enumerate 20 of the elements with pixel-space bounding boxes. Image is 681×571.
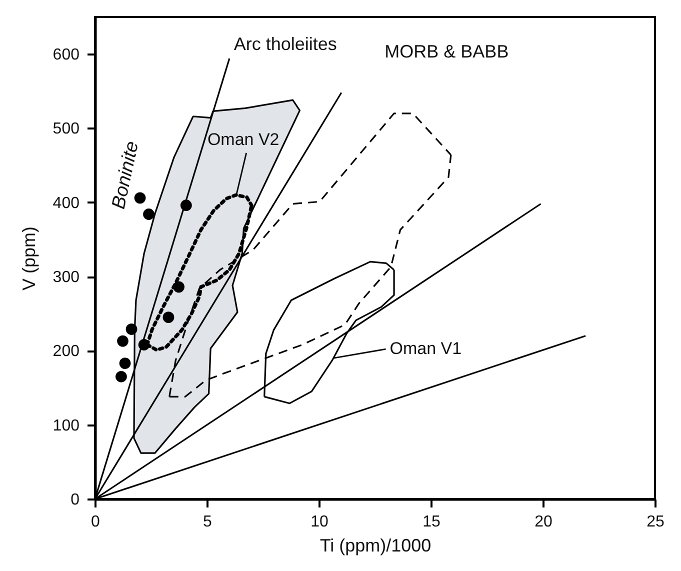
x-tick-label: 20: [534, 514, 552, 530]
y-tick-label: 0: [70, 492, 80, 508]
annotation: Boninite: [108, 139, 144, 211]
y-tick-label: 200: [52, 343, 80, 360]
annotation: MORB & BABB: [384, 42, 509, 62]
annotation: Oman V1: [390, 339, 462, 358]
x-tick-label: 25: [646, 514, 664, 530]
annotation: Arc tholeiites: [234, 34, 337, 54]
y-tick-label: 300: [52, 269, 80, 286]
x-axis-title: Ti (ppm)/1000: [320, 536, 432, 556]
x-tick-label: 5: [203, 514, 212, 530]
annotation: Oman V2: [207, 130, 280, 149]
x-tick-label: 0: [91, 514, 100, 530]
y-tick-label: 400: [52, 194, 80, 212]
y-tick-label: 500: [52, 120, 80, 138]
y-tick-label: 100: [52, 417, 80, 434]
x-tick-label: 15: [422, 514, 440, 530]
y-tick-label: 600: [52, 46, 80, 64]
x-tick-label: 10: [310, 514, 328, 530]
y-axis-title: V (ppm): [18, 226, 39, 291]
